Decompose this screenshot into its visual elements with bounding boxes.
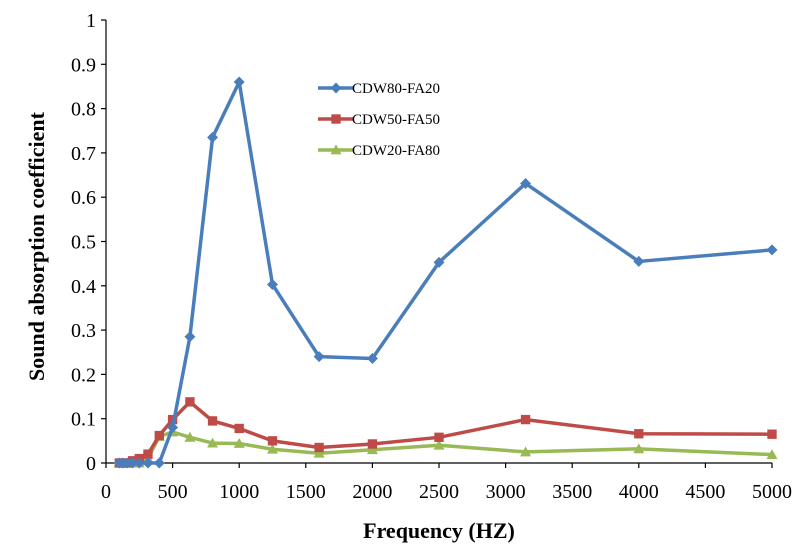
diamond-marker xyxy=(433,256,445,268)
y-tick-label: 0.3 xyxy=(71,320,96,342)
square-marker xyxy=(207,416,218,426)
x-tick-label: 5000 xyxy=(752,481,792,503)
x-ticks: 0 500 1000 1500 2000 2500 3000 3500 4000 4500 5000 xyxy=(101,463,792,503)
triangle-marker xyxy=(366,444,378,455)
series-cdw50-fa50 xyxy=(114,397,777,468)
triangle-marker xyxy=(233,438,245,448)
diamond-marker xyxy=(167,422,179,434)
y-tick-label: 0.2 xyxy=(71,364,96,386)
series-line xyxy=(119,400,773,465)
diamond-marker xyxy=(233,76,245,88)
triangle-marker xyxy=(766,449,778,459)
square-marker xyxy=(367,439,378,449)
diamond-marker xyxy=(313,351,325,363)
triangle-marker xyxy=(433,439,445,450)
triangle-marker xyxy=(330,144,342,155)
square-marker xyxy=(434,432,444,442)
diamond-marker xyxy=(142,457,154,469)
diamond-marker xyxy=(633,255,645,267)
square-marker xyxy=(767,429,777,439)
triangle-marker xyxy=(184,431,196,442)
legend: CDW80-FA20 CDW50-FA50 CDW20-FA80 xyxy=(318,81,440,159)
legend-item: CDW50-FA50 xyxy=(318,112,440,128)
square-marker xyxy=(314,442,324,453)
legend-label: CDW80-FA20 xyxy=(352,81,440,97)
legend-label: CDW20-FA80 xyxy=(352,143,440,159)
square-marker xyxy=(634,429,644,439)
diamond-marker xyxy=(366,352,378,364)
y-tick-label: 0.7 xyxy=(71,143,96,165)
y-tick-label: 0.6 xyxy=(71,187,96,209)
square-marker xyxy=(331,114,341,124)
triangle-marker xyxy=(633,443,645,454)
series-layer xyxy=(113,76,778,469)
y-tick-label: 0.5 xyxy=(71,232,96,254)
legend-label: CDW50-FA50 xyxy=(352,112,440,128)
x-tick-label: 1000 xyxy=(219,481,259,503)
x-tick-label: 2500 xyxy=(419,481,459,503)
diamond-marker xyxy=(133,457,145,469)
y-ticks: 0 0.1 0.2 0.3 0.4 0.5 0.6 0.7 0.8 0.9 1 xyxy=(71,10,106,475)
series-cdw80-fa20 xyxy=(113,76,778,469)
triangle-marker xyxy=(520,446,532,457)
y-tick-label: 0.8 xyxy=(71,99,96,121)
triangle-marker xyxy=(267,443,278,454)
legend-item: CDW80-FA20 xyxy=(318,81,440,97)
y-tick-label: 0.1 xyxy=(71,409,96,431)
diamond-marker xyxy=(153,457,165,469)
x-axis-title: Frequency (HZ) xyxy=(363,518,515,543)
y-tick-label: 0.4 xyxy=(71,276,96,298)
diamond-marker xyxy=(127,457,139,469)
triangle-marker xyxy=(313,447,325,458)
x-tick-label: 3500 xyxy=(552,481,592,503)
diamond-marker xyxy=(330,82,342,94)
x-tick-label: 2000 xyxy=(352,481,392,503)
series-line xyxy=(119,80,773,465)
diamond-marker xyxy=(184,331,196,343)
square-marker xyxy=(143,449,153,459)
x-tick-label: 3000 xyxy=(486,481,526,503)
diamond-marker xyxy=(267,278,278,290)
y-tick-label: 1 xyxy=(86,10,96,32)
square-marker xyxy=(520,414,531,425)
diamond-marker xyxy=(766,244,778,256)
square-marker xyxy=(185,397,195,407)
x-tick-label: 500 xyxy=(158,481,188,503)
y-tick-label: 0.9 xyxy=(71,54,96,76)
triangle-marker xyxy=(207,437,219,448)
square-marker xyxy=(154,430,164,441)
y-tick-label: 0 xyxy=(86,453,96,475)
square-marker xyxy=(234,423,244,434)
x-tick-label: 4500 xyxy=(685,481,725,503)
diamond-marker xyxy=(520,177,532,189)
diamond-marker xyxy=(207,131,219,143)
square-marker xyxy=(267,436,278,446)
y-axis-title: Sound absorption coefficient xyxy=(24,111,49,381)
x-tick-label: 1500 xyxy=(286,481,326,503)
legend-item: CDW20-FA80 xyxy=(318,143,440,159)
x-tick-label: 4000 xyxy=(619,481,659,503)
x-tick-label: 0 xyxy=(101,481,111,503)
